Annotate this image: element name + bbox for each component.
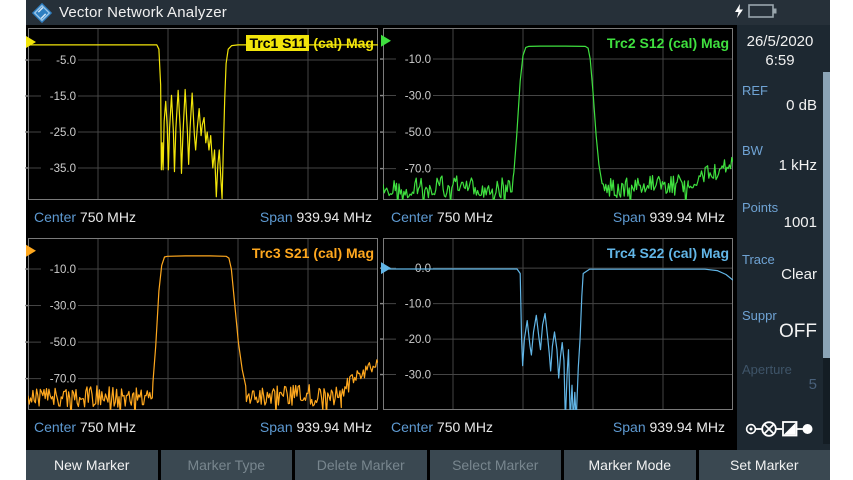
ref-field[interactable]: REF 0 dB — [742, 83, 817, 114]
center-label: Center — [391, 209, 434, 225]
svg-text:-25.0: -25.0 — [50, 127, 76, 139]
port-schematic-icon — [745, 421, 813, 437]
center-label: Center — [34, 419, 77, 435]
svg-text:-30.0: -30.0 — [405, 370, 431, 382]
svg-text:-5.0: -5.0 — [56, 55, 76, 67]
app-title: Vector Network Analyzer — [59, 4, 228, 21]
svg-text:-30.0: -30.0 — [50, 301, 76, 313]
sidebar-scrollbar[interactable] — [823, 72, 830, 444]
s22-trace-label[interactable]: Trc4 S22 (cal) Mag — [606, 245, 729, 261]
marker-type-button[interactable]: Marker Type — [160, 450, 292, 480]
scrollbar-thumb[interactable] — [823, 72, 830, 358]
span-label: Span — [259, 209, 293, 225]
s21-plot[interactable]: -10.0 -30.0 -50.0 -70.0 Trc3 S21 (cal) Mag — [25, 238, 378, 410]
bw-field[interactable]: BW 1 kHz — [742, 143, 817, 174]
svg-text:-30.0: -30.0 — [405, 91, 431, 103]
svg-text:-70.0: -70.0 — [50, 374, 76, 386]
svg-text:-15.0: -15.0 — [50, 91, 76, 103]
trace-field[interactable]: Trace Clear — [742, 252, 817, 283]
s12-plot[interactable]: -10.0 -30.0 -50.0 -70.0 Trc2 S12 (cal) Mag — [380, 28, 733, 200]
s11-axis-row: Center 750 MHz Span 939.94 MHz — [26, 200, 378, 236]
center-value[interactable]: 750 MHz — [79, 419, 136, 435]
time-display: 6:59 — [765, 52, 795, 69]
svg-text:-10.0: -10.0 — [50, 264, 76, 276]
marker-mode-button[interactable]: Marker Mode — [564, 450, 696, 480]
span-label: Span — [612, 419, 646, 435]
s21-grid: -10.0 -30.0 -50.0 -70.0 — [25, 238, 378, 410]
span-value[interactable]: 939.94 MHz — [649, 419, 725, 435]
center-value[interactable]: 750 MHz — [436, 209, 493, 225]
date-display: 26/5/2020 — [746, 33, 814, 50]
select-marker-button[interactable]: Select Marker — [429, 450, 561, 480]
span-value[interactable]: 939.94 MHz — [296, 209, 372, 225]
s11-trace-label[interactable]: Trc1 S11 (cal) Mag — [246, 35, 374, 51]
s21-trace-label[interactable]: Trc3 S21 (cal) Mag — [251, 245, 374, 261]
battery-icon — [748, 4, 777, 18]
svg-text:-20.0: -20.0 — [405, 334, 431, 346]
title-bar: Vector Network Analyzer — [26, 0, 830, 25]
rohde-schwarz-logo — [31, 2, 53, 23]
span-label: Span — [259, 419, 293, 435]
svg-text:-50.0: -50.0 — [405, 127, 431, 139]
center-label: Center — [391, 419, 434, 435]
set-marker-button[interactable]: Set Marker — [698, 450, 830, 480]
charging-icon — [735, 4, 743, 18]
span-label: Span — [612, 209, 646, 225]
settings-sidebar: 26/5/2020 6:59 REF 0 dB BW 1 kHz Points … — [737, 25, 830, 450]
status-icons — [733, 3, 778, 19]
suppr-field[interactable]: Suppr OFF — [742, 308, 817, 342]
span-value[interactable]: 939.94 MHz — [649, 209, 725, 225]
svg-text:-10.0: -10.0 — [405, 54, 431, 66]
points-field[interactable]: Points 1001 — [742, 200, 817, 231]
softkey-menu: New Marker Marker Type Delete Marker Sel… — [26, 450, 830, 480]
svg-text:-10.0: -10.0 — [405, 299, 431, 311]
svg-text:-50.0: -50.0 — [50, 337, 76, 349]
aperture-field[interactable]: Aperture 5 — [742, 362, 817, 393]
s22-grid: 0.0-10.0-20.0-30.0 — [380, 238, 733, 410]
instrument-screen: Vector Network Analyzer -5.0 -15.0 -25.0 -3… — [25, 0, 830, 480]
s12-trace-label[interactable]: Trc2 S12 (cal) Mag — [606, 35, 729, 51]
svg-text:-35.0: -35.0 — [50, 163, 76, 175]
s22-plot[interactable]: 0.0 -10.0 -20.0 -30.0 Trc4 S22 (cal) Mag — [380, 238, 733, 410]
span-value[interactable]: 939.94 MHz — [296, 419, 372, 435]
new-marker-button[interactable]: New Marker — [26, 450, 158, 480]
center-value[interactable]: 750 MHz — [79, 209, 136, 225]
s21-axis-row: Center 750 MHz Span 939.94 MHz — [26, 410, 378, 446]
s12-axis-row: Center 750 MHz Span 939.94 MHz — [381, 200, 733, 236]
s11-grid: -5.0 -15.0 -25.0 -35.0 — [25, 28, 378, 200]
svg-text:-70.0: -70.0 — [405, 164, 431, 176]
center-label: Center — [34, 209, 77, 225]
s11-plot[interactable]: -5.0 -15.0 -25.0 -35.0 Trc1 S11 (cal) Mag — [25, 28, 378, 200]
delete-marker-button[interactable]: Delete Marker — [295, 450, 427, 480]
s22-axis-row: Center 750 MHz Span 939.94 MHz — [381, 410, 733, 446]
s12-grid: -10.0 -30.0 -50.0 -70.0 — [380, 28, 733, 200]
center-value[interactable]: 750 MHz — [436, 419, 493, 435]
